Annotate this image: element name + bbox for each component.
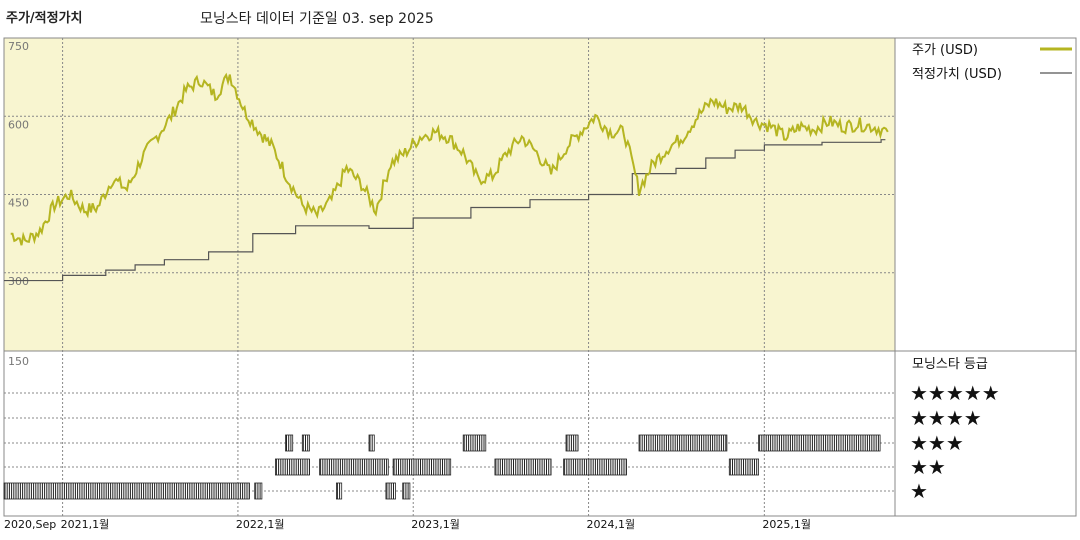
rating-band [638, 434, 728, 452]
rating-band [274, 458, 310, 476]
chart-date-title: 모닝스타 데이터 기준일 03. sep 2025 [200, 11, 434, 27]
x-tick-label: 2022,1월 [236, 518, 285, 531]
star-legend: ★★★★★★★★★★★★★★★ [910, 381, 1000, 503]
rating-band [462, 434, 487, 452]
rating-band [254, 482, 263, 500]
rating-band [368, 434, 375, 452]
star-rating-label: ★★★★ [910, 406, 982, 430]
y-axis-ticks: 750 600 450 300 150 [8, 40, 29, 368]
y-tick-label: 750 [8, 40, 29, 53]
x-tick-label: 2025,1월 [762, 518, 811, 531]
star-rating-label: ★ [910, 479, 928, 503]
rating-band [385, 482, 396, 500]
y-tick-label: 450 [8, 197, 29, 210]
fair-value-line [4, 139, 886, 282]
rating-legend-title: 모닝스타 등급 [912, 357, 988, 372]
x-tick-label: 2020,Sep [4, 518, 56, 531]
y-tick-label: 600 [8, 118, 29, 131]
star-rating-label: ★★ [910, 455, 946, 479]
rating-band [565, 434, 579, 452]
x-axis-ticks: 2020,Sep 2021,1월 2022,1월 2023,1월 2024,1월 2025… [4, 518, 811, 531]
legend-price-label: 주가 (USD) [912, 43, 978, 58]
rating-band [758, 434, 881, 452]
grid-lines [4, 37, 895, 516]
y-tick-label: 150 [8, 355, 29, 368]
chart-left-title: 주가/적정가치 [6, 11, 83, 26]
x-tick-label: 2024,1월 [587, 518, 636, 531]
rating-band [319, 458, 389, 476]
rating-band [392, 458, 452, 476]
rating-band [3, 482, 250, 500]
rating-bands [3, 434, 881, 500]
x-tick-label: 2021,1월 [61, 518, 110, 531]
rating-band [285, 434, 294, 452]
price-line [10, 72, 889, 246]
star-rating-label: ★★★★★ [910, 381, 1000, 405]
rating-band [728, 458, 759, 476]
rating-band [335, 482, 343, 500]
legend-fair-label: 적정가치 (USD) [912, 67, 1002, 82]
rating-band [494, 458, 552, 476]
star-rating-label: ★★★ [910, 431, 964, 455]
rating-band [301, 434, 310, 452]
x-tick-label: 2023,1월 [411, 518, 460, 531]
y-tick-label: 300 [8, 275, 29, 288]
rating-band [402, 482, 411, 500]
rating-band [563, 458, 627, 476]
